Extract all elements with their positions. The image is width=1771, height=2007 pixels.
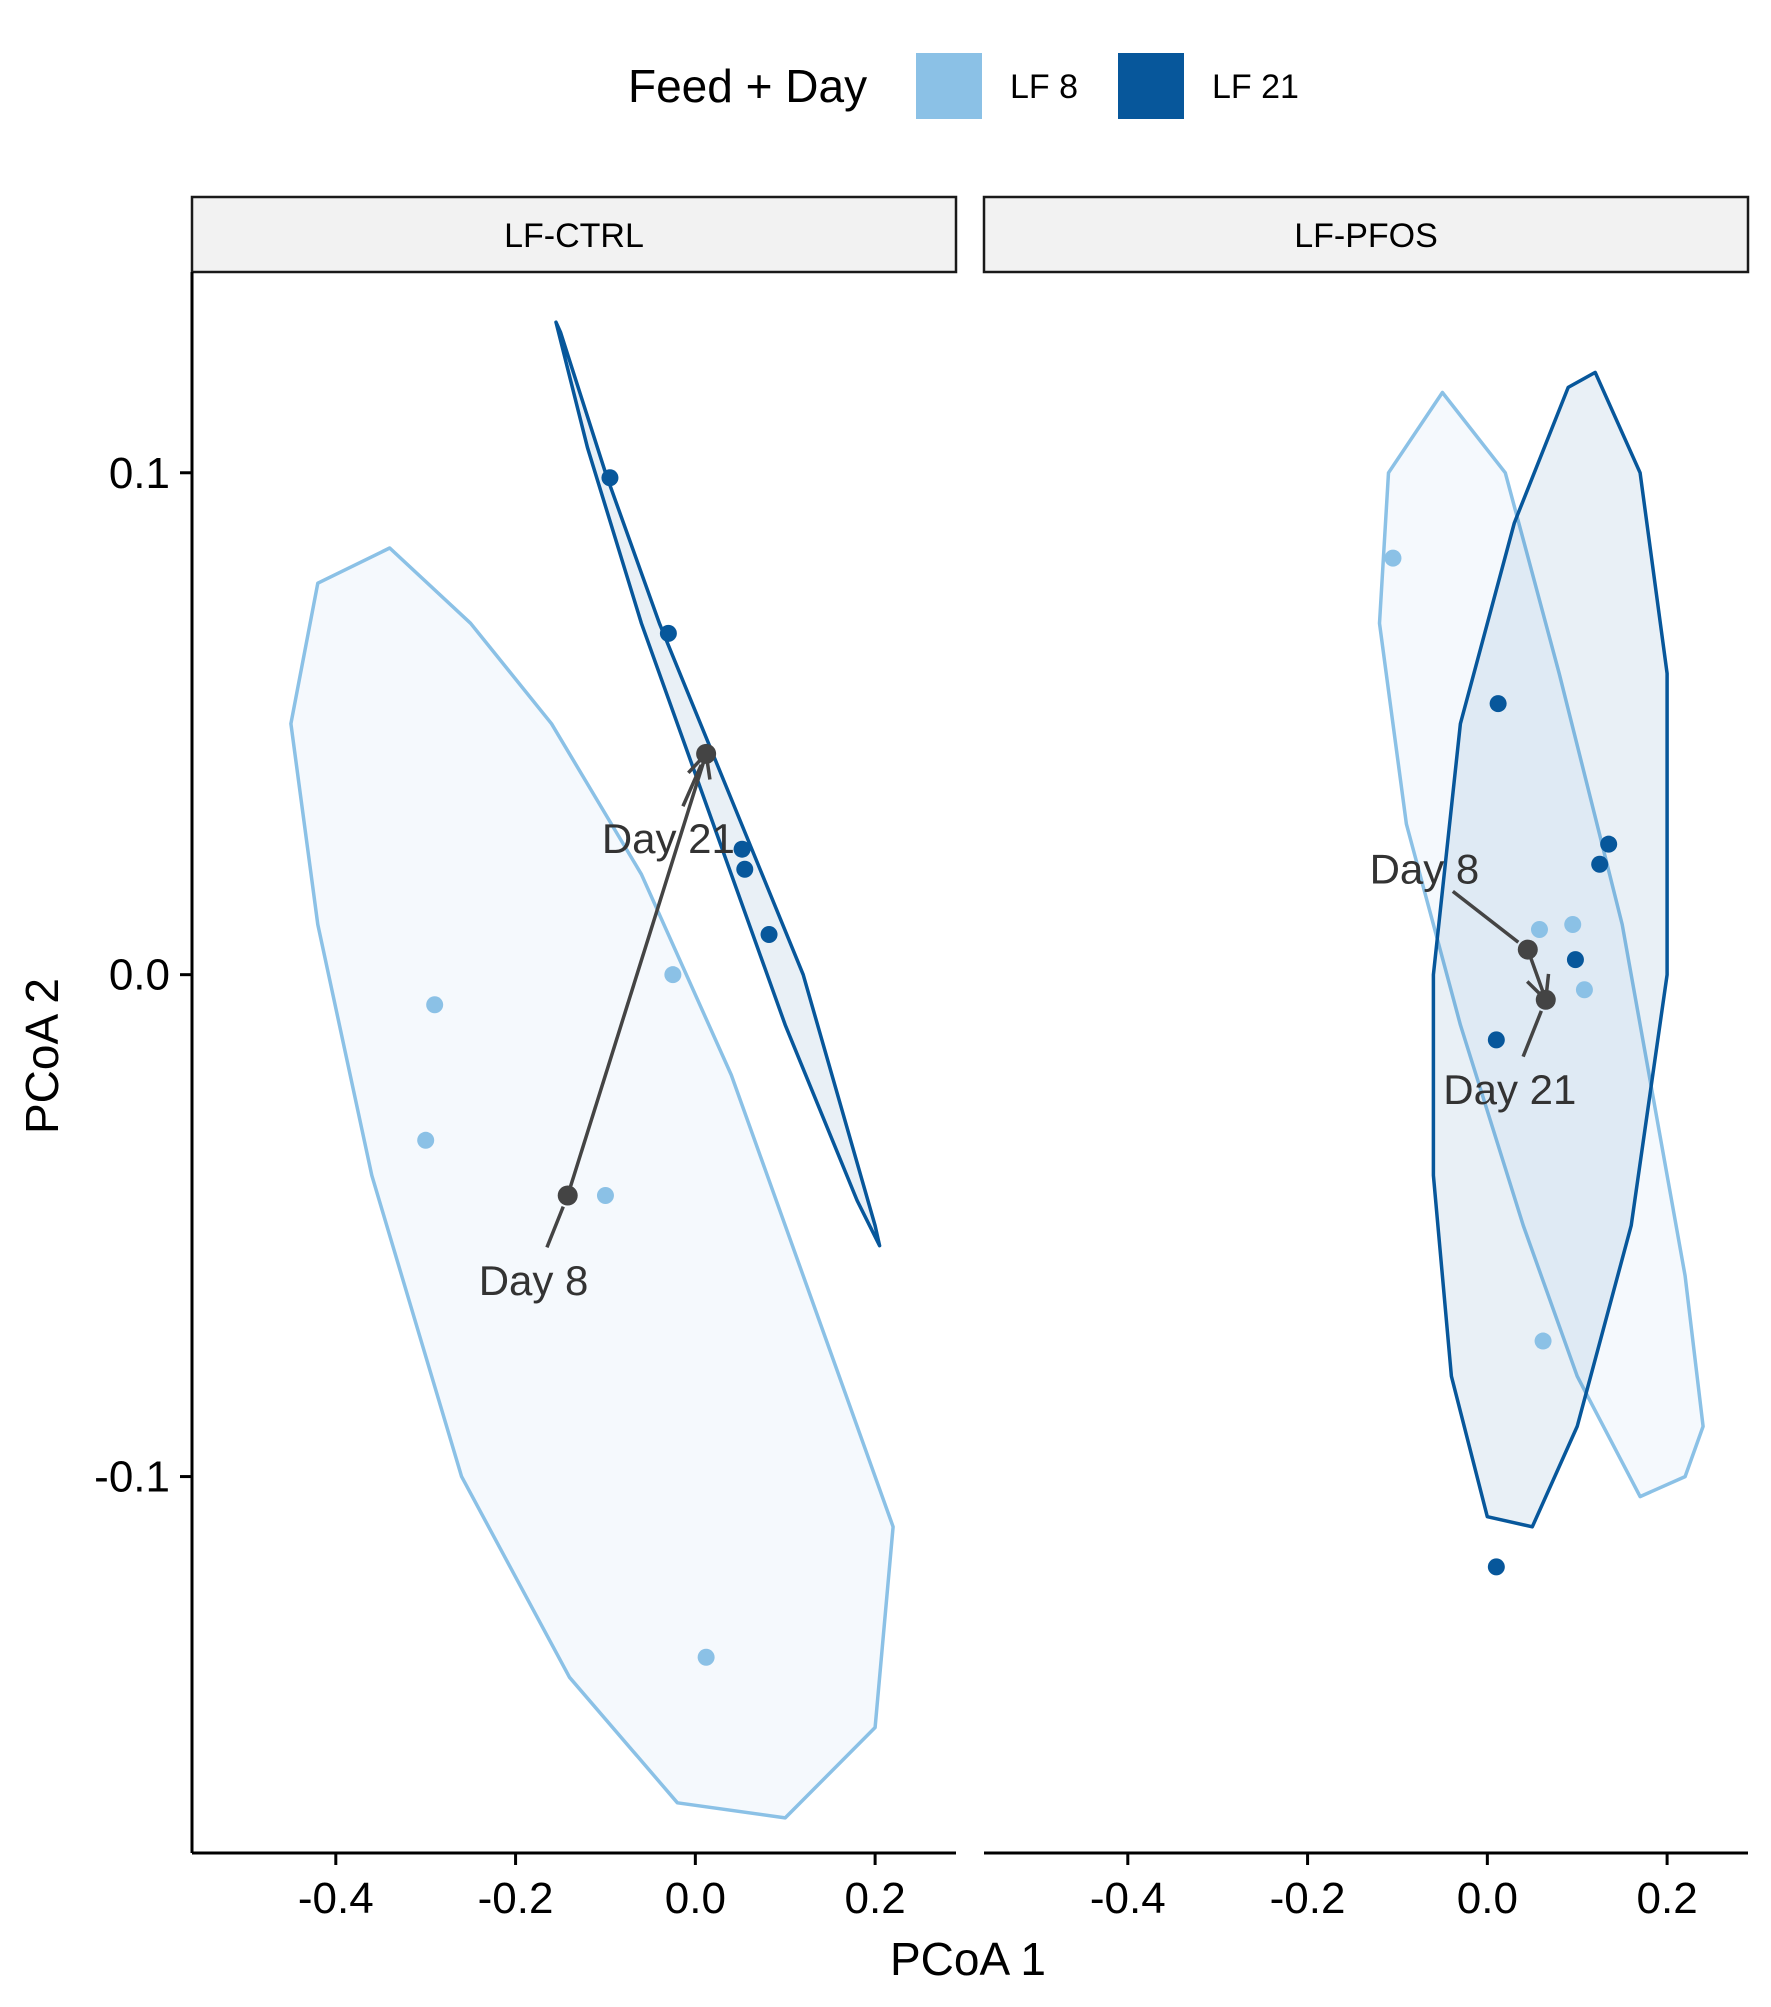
x-tick-label: 0.2: [1637, 1874, 1698, 1923]
point-lf8: [664, 966, 682, 984]
legend-label-lf8: LF 8: [1010, 68, 1078, 106]
legend-swatch-lf21: [1118, 53, 1184, 119]
panel-lf-pfos: LF-PFOS Day 8 Day 21 -0.4 -0.2 0.0 0.2: [982, 195, 1750, 1923]
ellipse-lf21: [1431, 370, 1669, 1529]
annotation-day-8: Day 8: [479, 1257, 589, 1304]
point-lf8: [596, 1187, 614, 1205]
point-lf8: [1534, 1332, 1552, 1350]
annotation-day-8: Day 8: [1370, 845, 1480, 892]
point-lf21: [659, 624, 677, 642]
centroid-day21: [1535, 989, 1556, 1010]
x-tick-label: -0.2: [478, 1874, 554, 1923]
point-lf21: [1487, 1031, 1505, 1049]
strip-label: LF-CTRL: [504, 217, 644, 255]
ellipse-lf8: [289, 546, 895, 1820]
annotation-leader: [1521, 1010, 1543, 1058]
point-lf8: [1530, 920, 1548, 938]
annotation-leader: [681, 764, 703, 807]
x-tick-label: -0.4: [298, 1874, 374, 1923]
x-tick-label: -0.4: [1090, 1874, 1166, 1923]
point-lf21: [1600, 835, 1618, 853]
x-tick-label: -0.2: [1270, 1874, 1346, 1923]
annotation-day-21: Day 21: [602, 815, 735, 862]
annotation-leader: [545, 1205, 565, 1249]
centroid-arrow: [566, 753, 708, 1197]
strip-label: LF-PFOS: [1294, 217, 1438, 255]
legend-swatch-lf8: [916, 53, 982, 119]
point-lf8: [1384, 549, 1402, 567]
point-lf21: [736, 860, 754, 878]
point-lf21: [1489, 695, 1507, 713]
centroid-day8: [557, 1185, 578, 1206]
point-lf21: [1591, 855, 1609, 873]
point-lf21: [760, 926, 778, 944]
x-axis-title: PCoA 1: [890, 1933, 1046, 1985]
ellipse-lf8: [1377, 390, 1705, 1499]
y-tick-label: 0.1: [109, 449, 170, 498]
legend: Feed + Day LF 8 LF 21: [628, 53, 1299, 119]
point-lf21: [733, 840, 751, 858]
point-lf21: [1487, 1558, 1505, 1576]
y-tick-label: -0.1: [94, 1453, 170, 1502]
y-axis-title: PCoA 2: [16, 978, 68, 1134]
point-lf21: [601, 469, 619, 487]
x-tick-label: 0.2: [845, 1874, 906, 1923]
point-lf8: [1575, 981, 1593, 999]
ellipse-lf21: [554, 320, 882, 1248]
point-lf8: [426, 996, 444, 1014]
legend-title: Feed + Day: [628, 60, 867, 112]
point-lf21: [1566, 951, 1584, 969]
panel-lf-ctrl: LF-CTRL Day 21 Day 8 -0.4 -0.2 0.0 0.2 -0.1 0.0 0…: [94, 195, 958, 1923]
y-tick-label: 0.0: [109, 951, 170, 1000]
annotation-day-21: Day 21: [1443, 1066, 1576, 1113]
x-tick-label: 0.0: [665, 1874, 726, 1923]
point-lf8: [417, 1131, 435, 1149]
strip-box: [982, 195, 1750, 274]
annotation-leader: [1451, 889, 1520, 944]
centroid-day21: [696, 743, 717, 764]
centroid-day8: [1517, 939, 1538, 960]
point-lf8: [1564, 915, 1582, 933]
x-tick-label: 0.0: [1457, 1874, 1518, 1923]
strip-box: [190, 195, 958, 274]
legend-label-lf21: LF 21: [1212, 68, 1299, 106]
point-lf8: [697, 1648, 715, 1666]
